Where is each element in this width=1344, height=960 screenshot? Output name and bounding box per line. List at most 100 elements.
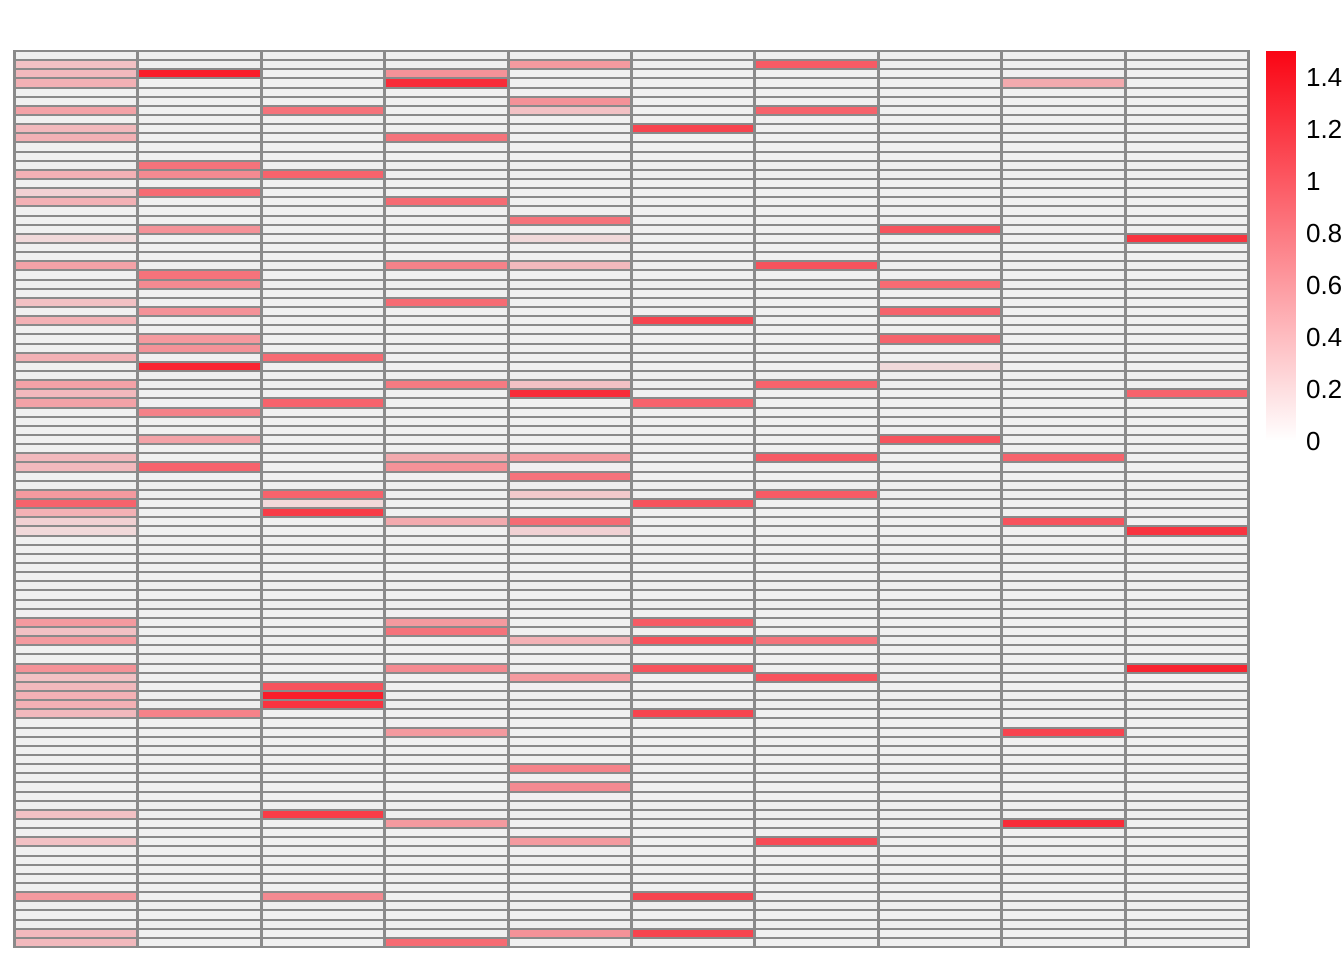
heatmap-cell (509, 810, 630, 818)
heatmap-cell (756, 518, 877, 526)
heatmap-cell (16, 701, 137, 709)
heatmap-cell (879, 134, 1001, 142)
heatmap-cell (139, 627, 260, 636)
heatmap-cell (879, 435, 1001, 444)
heatmap-cell (139, 737, 260, 745)
colorbar-tick-label: 0 (1306, 426, 1321, 456)
heatmap-cell (262, 719, 384, 727)
heatmap-cell (1003, 399, 1124, 407)
heatmap-cell (386, 783, 507, 791)
heatmap-cell (756, 371, 877, 380)
heatmap-cell (756, 243, 877, 252)
heatmap-cell (386, 362, 507, 370)
heatmap-cell (262, 801, 384, 809)
heatmap-cell (139, 938, 260, 946)
heatmap-cell (509, 920, 630, 928)
heatmap-cell (139, 600, 260, 608)
heatmap-cell (1126, 719, 1247, 727)
heatmap-cell (262, 490, 384, 498)
heatmap-cell (386, 655, 507, 663)
heatmap-cell (509, 655, 630, 663)
heatmap-cell (1003, 874, 1124, 882)
heatmap-cell (879, 856, 1001, 864)
heatmap-cell (139, 664, 260, 672)
heatmap-cell (1003, 97, 1124, 105)
heatmap-cell (1126, 454, 1247, 462)
heatmap-cell (386, 819, 507, 828)
heatmap-cell (16, 490, 137, 498)
heatmap-cell (509, 134, 630, 142)
heatmap-cell (139, 125, 260, 133)
heatmap-cell (1126, 582, 1247, 590)
heatmap-cell (756, 847, 877, 855)
heatmap-cell (509, 682, 630, 690)
heatmap-cell (262, 563, 384, 572)
heatmap-cell (509, 390, 630, 398)
heatmap-cell (1126, 289, 1247, 297)
heatmap-cell (509, 198, 630, 206)
heatmap-cell (139, 152, 260, 160)
heatmap-cell (756, 472, 877, 480)
heatmap-cell (139, 554, 260, 562)
heatmap-cell (386, 637, 507, 645)
heatmap-cell (386, 829, 507, 837)
heatmap-cell (386, 691, 507, 700)
heatmap-cell (139, 445, 260, 453)
heatmap-cell (756, 97, 877, 105)
heatmap-cell (386, 61, 507, 69)
heatmap-cell (139, 527, 260, 535)
heatmap-cell (386, 289, 507, 297)
heatmap-cell (386, 490, 507, 498)
heatmap-cell (509, 710, 630, 718)
heatmap-cell (1003, 902, 1124, 910)
heatmap-cell (1003, 609, 1124, 617)
heatmap-cell (16, 271, 137, 279)
heatmap-cell (756, 655, 877, 663)
heatmap-cell (756, 701, 877, 709)
heatmap-cell (879, 573, 1001, 581)
heatmap-cell (262, 746, 384, 754)
heatmap-cell (1126, 262, 1247, 270)
heatmap-cell (756, 426, 877, 434)
heatmap-cell (1126, 408, 1247, 416)
heatmap-cell (756, 61, 877, 69)
heatmap-cell (633, 408, 754, 416)
heatmap-cell (879, 161, 1001, 169)
heatmap-cell (262, 829, 384, 837)
heatmap-cell (1126, 435, 1247, 444)
heatmap-cell (633, 161, 754, 169)
heatmap-cell (756, 88, 877, 96)
heatmap-cell (16, 838, 137, 846)
heatmap-cell (386, 627, 507, 636)
heatmap-cell (633, 774, 754, 782)
heatmap-cell (509, 262, 630, 270)
heatmap-cell (16, 79, 137, 87)
heatmap-cell (756, 874, 877, 882)
heatmap-cell (139, 810, 260, 818)
heatmap-cell (262, 134, 384, 142)
heatmap-cell (386, 179, 507, 188)
heatmap-cell (1003, 134, 1124, 142)
heatmap-cell (262, 70, 384, 78)
heatmap-cell (1003, 225, 1124, 233)
heatmap-cell (879, 911, 1001, 919)
heatmap-cell (386, 170, 507, 178)
heatmap-cell (756, 362, 877, 370)
heatmap-cell (509, 335, 630, 343)
heatmap-cell (509, 61, 630, 69)
heatmap-cell (16, 408, 137, 416)
heatmap-cell (509, 243, 630, 252)
heatmap-cell (1126, 216, 1247, 224)
heatmap-cell (386, 115, 507, 124)
heatmap-cell (756, 856, 877, 864)
heatmap-cell (633, 472, 754, 480)
heatmap-cell (386, 600, 507, 608)
heatmap-cell (509, 582, 630, 590)
heatmap-cell (633, 271, 754, 279)
heatmap-cell (879, 563, 1001, 572)
heatmap-cell (509, 445, 630, 453)
heatmap-cell (1003, 170, 1124, 178)
heatmap-cell (509, 673, 630, 681)
heatmap-cell (262, 225, 384, 233)
heatmap-cell (1126, 847, 1247, 855)
